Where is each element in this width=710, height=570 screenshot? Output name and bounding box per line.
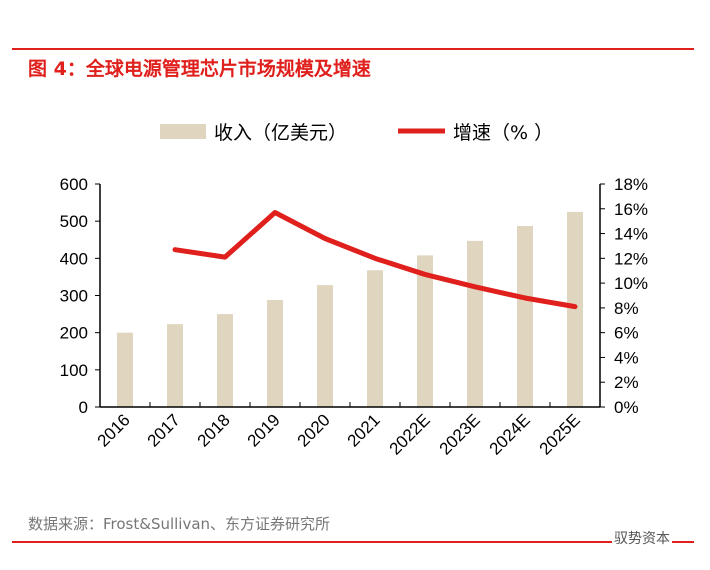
bar-2024E: [517, 225, 533, 407]
left-tick-label: 300: [60, 287, 88, 306]
bar-2017: [167, 324, 183, 407]
left-tick-label: 600: [60, 175, 88, 194]
left-tick-label: 100: [60, 361, 88, 380]
bar-2016: [117, 332, 133, 407]
legend-line-label: 增速（% ）: [453, 122, 553, 144]
right-tick-label: 14%: [614, 225, 648, 244]
top-rule: [12, 48, 694, 50]
bar-2025E: [567, 211, 583, 407]
x-tick-label: 2021: [344, 410, 384, 450]
x-tick-label: 2019: [244, 410, 284, 450]
x-tick-label: 2025E: [536, 410, 584, 458]
legend-bar-swatch: [160, 124, 206, 139]
chart-title: 图 4：全球电源管理芯片市场规模及增速: [28, 58, 371, 80]
x-tick-label: 2017: [144, 410, 184, 450]
right-tick-label: 4%: [614, 348, 639, 367]
bottom-rule: [12, 541, 694, 543]
legend-bar-label: 收入（亿美元）: [214, 122, 347, 144]
x-tick-label: 2018: [194, 410, 234, 450]
x-tick-label: 2023E: [436, 410, 484, 458]
right-tick-label: 8%: [614, 299, 639, 318]
right-tick-label: 0%: [614, 398, 639, 417]
bar-2023E: [467, 240, 483, 407]
right-tick-label: 16%: [614, 200, 648, 219]
left-tick-label: 500: [60, 212, 88, 231]
x-tick-label: 2022E: [386, 410, 434, 458]
left-tick-label: 0: [79, 398, 88, 417]
right-tick-label: 18%: [614, 175, 648, 194]
right-tick-label: 6%: [614, 324, 639, 343]
bar-2019: [267, 299, 283, 407]
right-tick-label: 12%: [614, 249, 648, 268]
right-tick-label: 10%: [614, 274, 648, 293]
left-tick-label: 200: [60, 324, 88, 343]
source-note: 数据来源：Frost&Sullivan、东方证券研究所: [28, 515, 331, 533]
right-tick-label: 2%: [614, 373, 639, 392]
x-tick-label: 2024E: [486, 410, 534, 458]
left-tick-label: 400: [60, 249, 88, 268]
bar-2020: [317, 285, 333, 407]
watermark: 驭势资本: [612, 528, 672, 548]
x-tick-label: 2016: [94, 410, 134, 450]
bar-2021: [367, 270, 383, 407]
bar-2018: [217, 314, 233, 407]
bar-2022E: [417, 255, 433, 407]
x-tick-label: 2020: [294, 410, 334, 450]
